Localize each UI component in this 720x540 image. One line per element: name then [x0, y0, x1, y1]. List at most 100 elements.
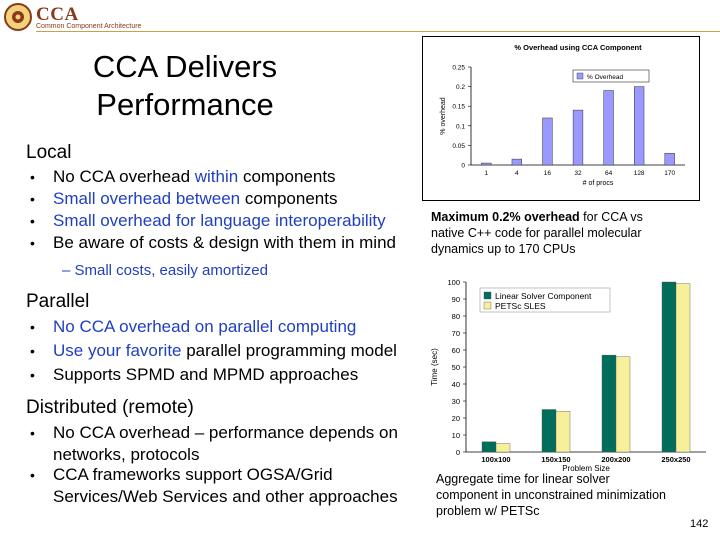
highlight: Small overhead: [53, 189, 176, 208]
chart2-y-tick-label: 90: [452, 295, 460, 304]
chart2-bar-petsc: [555, 410, 571, 453]
caption-text: native C++ code for parallel molecular: [431, 226, 642, 240]
section-local-heading: Local: [26, 142, 72, 163]
caption-text: for CCA vs: [579, 210, 643, 224]
bullet-glyph: •: [30, 191, 35, 207]
chart1-x-tick-label: 32: [574, 170, 582, 177]
parallel-bullet-2: • Use your favorite parallel programming …: [30, 340, 397, 362]
distributed-bullet-2: • CCA frameworks support OGSA/Grid Service…: [30, 464, 398, 508]
chart2-x-tick-label: 150x150: [541, 455, 570, 464]
bullet-glyph: •: [30, 367, 35, 383]
chart1-bar: [664, 152, 675, 166]
chart2-x-tick-label: 100x100: [481, 455, 510, 464]
chart1-y-tick-label: 0.2: [456, 84, 465, 91]
chart2-x-tick-label: 200x200: [601, 455, 630, 464]
slide-title-line2: Performance: [96, 87, 274, 122]
chart1-y-tick-label: 0.25: [452, 65, 465, 72]
chart1-title: % Overhead using CCA Component: [514, 43, 642, 52]
chart2-bar-component: [481, 441, 497, 453]
chart1-bar: [572, 109, 584, 166]
slide-title: CCA Delivers Performance: [50, 48, 320, 124]
logo-title: CCA: [36, 4, 79, 25]
text: No CCA overhead – performance depends on: [53, 423, 398, 442]
chart2-bar-component: [541, 409, 557, 453]
highlight: language interoperability: [200, 211, 386, 230]
local-bullet-4: • Be aware of costs & design with them in…: [30, 232, 396, 254]
chart2-y-tick-label: 70: [452, 329, 460, 338]
solver-time-chart: 0 10 20 30 40 50 60 70 80 90 100 Time (sec) 100x100 1…: [430, 278, 706, 473]
local-bullet-2: • Small overhead between components: [30, 188, 338, 210]
chart2-y-tick-label: 50: [452, 363, 460, 372]
distributed-bullet-1: • No CCA overhead – performance depends o…: [30, 422, 398, 466]
highlight: Use your favorite: [53, 341, 182, 360]
parallel-bullet-3: • Supports SPMD and MPMD approaches: [30, 364, 359, 386]
bullet-glyph: •: [30, 425, 35, 441]
text: Services/Web Services and other approach…: [53, 487, 398, 506]
bullet-glyph: •: [30, 467, 35, 483]
local-sub-bullet: – Small costs, easily amortized: [62, 262, 268, 279]
chart2-x-tick-label: 250x250: [661, 455, 690, 464]
chart2-xlabel: Problem Size: [562, 464, 610, 473]
chart2-ylabel: Time (sec): [430, 348, 439, 386]
caption-text: dynamics up to 170 CPUs: [431, 242, 576, 256]
text: No CCA overhead: [53, 167, 195, 186]
chart1-ylabel: % overhead: [440, 97, 447, 134]
chart1-legend-swatch: [576, 72, 584, 80]
chart2-bar-petsc: [675, 283, 691, 453]
chart1-caption: Maximum 0.2% overhead for CCA vs native …: [431, 209, 643, 257]
caption-text: component in unconstrained minimization: [436, 488, 666, 502]
chart1-y-tick-label: 0.15: [452, 104, 465, 111]
section-parallel-heading: Parallel: [26, 291, 90, 312]
page-number: 142: [690, 518, 709, 530]
chart1-xlabel: # of procs: [583, 180, 614, 187]
text: between: [175, 189, 241, 208]
chart2-y-tick-label: 80: [452, 312, 460, 321]
logo-subtitle: Common Component Architecture: [36, 23, 142, 30]
chart2-y-tick-label: 0: [456, 448, 460, 457]
bullet-glyph: •: [30, 169, 35, 185]
caption-bold: Maximum 0.2% overhead: [431, 210, 580, 224]
local-bullet-1: • No CCA overhead within components: [30, 166, 336, 188]
text: parallel programming model: [181, 341, 397, 360]
chart1-x-tick-label: 4: [515, 170, 519, 177]
chart2-y-tick-label: 40: [452, 380, 460, 389]
highlight: No CCA overhead on: [53, 317, 219, 336]
chart2-caption: Aggregate time for linear solver compone…: [436, 471, 666, 519]
highlight: parallel computing: [218, 317, 357, 336]
text: components: [240, 189, 338, 208]
chart2-bar-component: [661, 281, 677, 453]
bullet-glyph: •: [30, 319, 35, 335]
cca-logo-icon: [4, 3, 32, 31]
chart1-bar: [603, 90, 614, 166]
chart2-y-tick-label: 20: [452, 414, 460, 423]
chart1-legend-box: [572, 69, 650, 83]
header-divider: [36, 31, 720, 32]
caption-text: Aggregate time for linear solver: [436, 472, 610, 486]
chart2-y-tick-label: 30: [452, 397, 460, 406]
text: Be aware of costs & design with them in …: [53, 233, 396, 252]
chart2-y-tick-label: 10: [452, 431, 460, 440]
chart1-bar: [481, 162, 492, 166]
highlight: within: [194, 167, 239, 186]
text: networks, protocols: [53, 445, 200, 464]
highlight: Small overhead for: [53, 211, 201, 230]
chart2-y-tick-label: 60: [452, 346, 460, 355]
text: Supports SPMD and MPMD approaches: [53, 365, 359, 384]
chart2-bar-petsc: [615, 356, 631, 453]
chart1-x-tick-label: 1: [484, 170, 488, 177]
chart1-bar: [542, 117, 553, 166]
chart2-legend-box: [479, 287, 611, 313]
chart1-bar: [634, 86, 645, 166]
chart1-legend-label: % Overhead: [587, 74, 624, 81]
parallel-bullet-1: • No CCA overhead on parallel computing: [30, 316, 357, 338]
chart1-y-tick-label: 0.05: [452, 143, 465, 150]
chart2-bar-component: [601, 354, 617, 453]
caption-text: problem w/ PETSc: [436, 504, 540, 518]
overhead-chart: % Overhead using CCA Component 0 0.05 0.1 0.…: [422, 36, 700, 201]
local-bullet-3: • Small overhead for language interoperab…: [30, 210, 386, 232]
chart2-y-tick-label: 100: [447, 278, 460, 287]
chart1-y-tick-label: 0: [461, 163, 465, 170]
chart1-x-tick-label: 128: [634, 170, 645, 177]
text: components: [238, 167, 336, 186]
chart2-legend-label: Linear Solver Component: [495, 291, 592, 301]
